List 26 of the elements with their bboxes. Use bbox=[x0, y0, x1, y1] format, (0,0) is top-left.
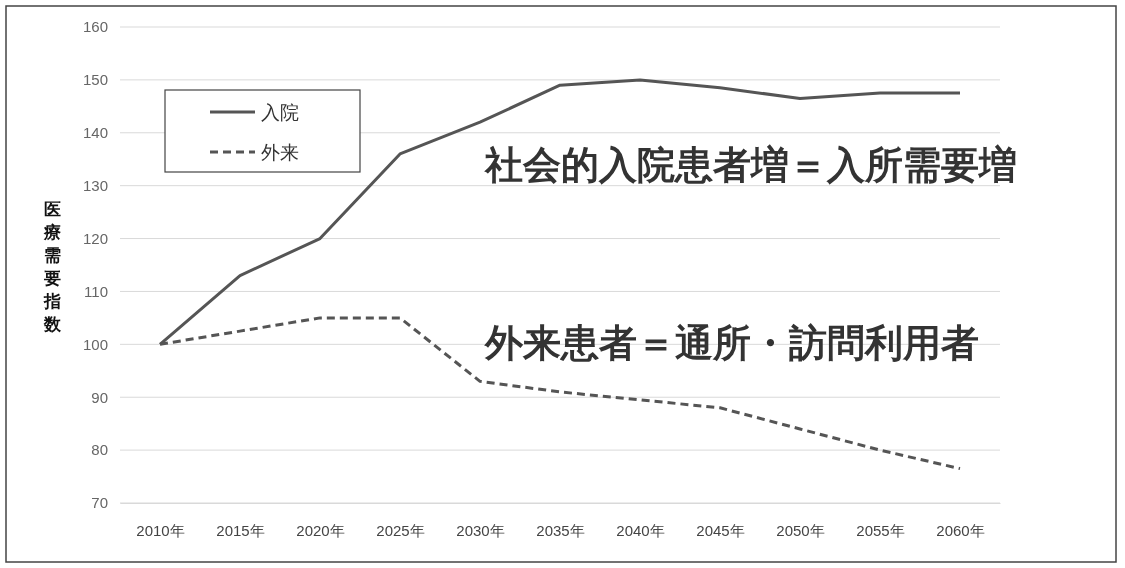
x-tick-label: 2060年 bbox=[936, 521, 985, 539]
x-tick-label: 2020年 bbox=[296, 521, 345, 539]
x-tick-label: 2015年 bbox=[216, 521, 265, 539]
x-tick-label: 2040年 bbox=[616, 521, 665, 539]
legend-label: 外来 bbox=[261, 140, 299, 163]
x-tick-label: 2045年 bbox=[696, 521, 745, 539]
y-tick-label: 130 bbox=[82, 176, 108, 194]
x-tick-label: 2055年 bbox=[856, 521, 905, 539]
annotation: 外来患者＝通所・訪問利用者 bbox=[484, 321, 979, 366]
x-tick-label: 2035年 bbox=[536, 521, 585, 539]
y-tick-label: 90 bbox=[91, 388, 108, 406]
y-tick-label: 150 bbox=[82, 71, 108, 89]
x-tick-label: 2030年 bbox=[456, 521, 505, 539]
x-tick-label: 2050年 bbox=[776, 521, 825, 539]
x-tick-label: 2025年 bbox=[376, 521, 425, 539]
y-tick-label: 160 bbox=[82, 18, 108, 36]
y-tick-label: 110 bbox=[84, 282, 108, 300]
annotation: 社会的入院患者増＝入所需要増 bbox=[484, 143, 1017, 188]
legend-label: 入院 bbox=[261, 100, 299, 123]
x-tick-label: 2010年 bbox=[136, 521, 185, 539]
y-tick-label: 120 bbox=[82, 229, 108, 247]
y-tick-label: 80 bbox=[91, 441, 108, 459]
y-tick-label: 140 bbox=[82, 124, 108, 142]
y-axis-title: 医療需要指数 bbox=[42, 199, 62, 334]
y-tick-label: 70 bbox=[91, 494, 108, 512]
y-tick-label: 100 bbox=[82, 335, 108, 353]
